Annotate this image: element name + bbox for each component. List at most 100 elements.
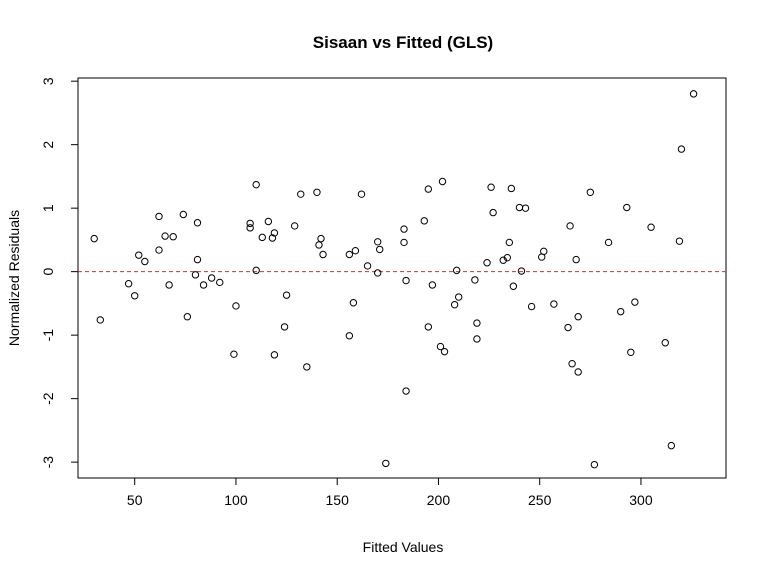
x-tick-label: 150	[326, 492, 350, 508]
data-point	[193, 219, 202, 227]
data-point	[319, 250, 327, 259]
y-tick-label: -3	[40, 456, 56, 469]
data-point	[161, 232, 169, 240]
y-tick-label: -1	[40, 329, 56, 342]
data-point	[450, 300, 459, 309]
data-point	[424, 323, 433, 331]
data-point	[617, 307, 625, 316]
data-point	[232, 302, 240, 310]
data-point	[489, 208, 497, 217]
data-point	[647, 223, 655, 231]
data-point	[193, 255, 202, 264]
data-point	[268, 234, 277, 242]
data-point	[96, 316, 104, 324]
data-point	[402, 276, 410, 285]
data-point	[270, 229, 279, 237]
data-point	[207, 274, 216, 282]
data-point	[503, 253, 511, 262]
data-point	[420, 217, 428, 225]
data-point	[623, 203, 631, 212]
data-point	[455, 293, 463, 301]
data-point	[515, 203, 524, 212]
data-point	[473, 335, 481, 343]
data-point	[315, 241, 323, 249]
data-point	[661, 339, 669, 347]
data-point	[199, 281, 208, 289]
data-point	[313, 188, 321, 196]
data-point	[566, 222, 574, 230]
data-point	[507, 184, 516, 193]
data-point	[382, 459, 390, 468]
data-point	[505, 238, 514, 247]
data-point	[345, 332, 354, 340]
x-axis: 50 100 150 200 250 300	[127, 478, 653, 508]
data-point	[527, 302, 536, 311]
data-point	[246, 219, 254, 228]
data-point	[550, 300, 558, 308]
x-tick-label: 250	[528, 492, 552, 508]
x-tick-label: 50	[127, 492, 143, 508]
x-tick-label: 200	[427, 492, 451, 508]
data-point	[252, 266, 260, 275]
data-point	[179, 210, 188, 219]
data-point	[363, 262, 372, 270]
data-point	[183, 313, 192, 321]
data-point	[131, 292, 139, 300]
data-point	[564, 323, 572, 332]
data-point	[400, 225, 408, 233]
data-point	[165, 281, 173, 289]
data-point	[540, 247, 548, 256]
chart-title: Sisaan vs Fitted (GLS)	[313, 33, 493, 52]
data-point	[438, 177, 447, 186]
data-point	[349, 299, 358, 307]
data-point	[568, 360, 576, 368]
data-point	[586, 188, 595, 196]
data-point	[280, 323, 289, 331]
plot-frame	[77, 77, 727, 479]
x-axis-label: Fitted Values	[363, 539, 444, 555]
data-point	[297, 190, 305, 198]
data-point	[521, 204, 530, 212]
data-point	[402, 387, 410, 395]
data-point	[574, 368, 582, 376]
data-point	[317, 234, 325, 243]
data-point	[689, 90, 698, 98]
data-point	[667, 441, 676, 450]
data-point	[509, 282, 518, 290]
data-point	[270, 351, 279, 359]
data-point	[452, 266, 461, 275]
data-point	[374, 238, 382, 246]
data-point	[230, 350, 238, 358]
data-point	[290, 222, 299, 230]
y-tick-label: 3	[40, 77, 56, 85]
data-point	[440, 347, 449, 356]
data-point	[351, 246, 360, 255]
data-point	[264, 217, 273, 226]
data-point	[155, 246, 163, 254]
data-point	[90, 234, 98, 243]
data-point	[574, 313, 582, 321]
data-point	[483, 259, 491, 267]
data-point	[473, 319, 481, 327]
data-point	[282, 291, 291, 299]
y-tick-label: -2	[40, 392, 56, 405]
data-point	[246, 224, 254, 232]
data-point	[252, 180, 260, 189]
data-point	[303, 363, 311, 371]
data-point	[436, 342, 445, 351]
data-point	[572, 255, 580, 264]
data-point	[169, 233, 177, 241]
data-point	[517, 267, 526, 275]
data-point	[141, 257, 149, 266]
data-point	[424, 185, 433, 193]
data-point	[155, 212, 163, 221]
y-axis: -3 -2 -1 0 1 2 3	[40, 77, 78, 468]
data-point	[345, 250, 354, 259]
y-tick-label: 2	[40, 141, 56, 149]
data-point	[376, 245, 384, 254]
data-point	[675, 237, 684, 245]
x-tick-label: 300	[629, 492, 653, 508]
data-point	[216, 278, 224, 287]
data-point	[627, 348, 635, 356]
